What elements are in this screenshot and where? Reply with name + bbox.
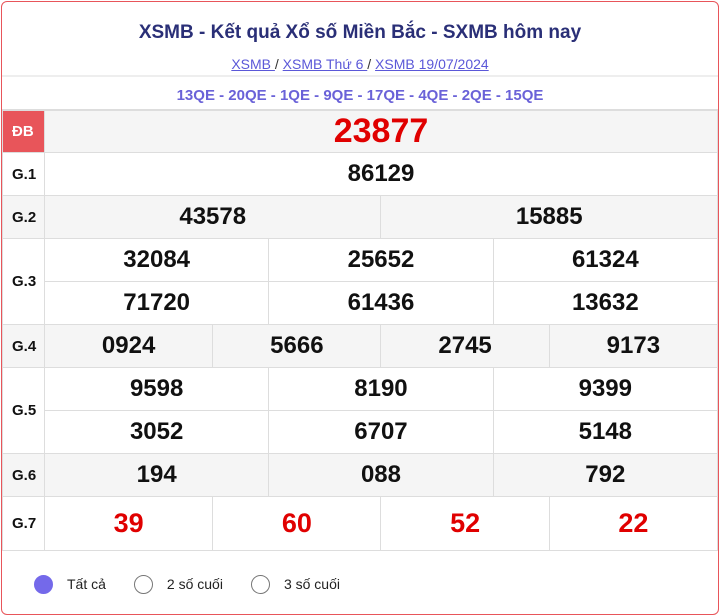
breadcrumb-date[interactable]: XSMB 19/07/2024 xyxy=(375,56,489,72)
filter-label: Tất cả xyxy=(67,576,106,592)
breadcrumb-xsmb[interactable]: XSMB xyxy=(231,56,275,72)
prize-number: 15885 xyxy=(380,195,718,239)
prize-number: 43578 xyxy=(43,195,382,239)
prize-number: 9173 xyxy=(548,324,718,368)
prize-number: 60 xyxy=(212,496,382,551)
prize-number: 61436 xyxy=(268,281,494,325)
page-title: XSMB - Kết quả Xổ số Miền Bắc - SXMB hôm… xyxy=(138,22,582,43)
prize-number: 9399 xyxy=(492,367,718,411)
prize-codes: 13QE - 20QE - 1QE - 9QE - 17QE - 4QE - 2… xyxy=(2,77,718,110)
row-g5: 3052 6707 5148 xyxy=(3,410,718,454)
prize-number: 71720 xyxy=(43,281,270,325)
header: XSMB - Kết quả Xổ số Miền Bắc - SXMB hôm… xyxy=(2,2,718,77)
filter-label: 2 số cuối xyxy=(166,576,223,592)
breadcrumb-separator: / xyxy=(367,56,372,72)
prize-number: 0924 xyxy=(43,324,214,368)
breadcrumb-xsmb-thu-6[interactable]: XSMB Thứ 6 xyxy=(282,56,368,72)
prize-label: G.7 xyxy=(2,496,45,551)
row-g5: G.5 9598 8190 9399 xyxy=(2,367,718,454)
display-filter: Tất cả 2 số cuối 3 số cuối xyxy=(2,551,718,614)
prize-number: 5666 xyxy=(212,324,382,368)
radio-icon[interactable] xyxy=(133,574,153,594)
prize-number: 194 xyxy=(43,453,270,497)
filter-label: 3 số cuối xyxy=(283,576,340,592)
row-db: ĐB 23877 xyxy=(2,110,718,153)
row-g1: G.1 86129 xyxy=(2,152,718,196)
prize-label: G.2 xyxy=(2,195,45,239)
prize-label: G.5 xyxy=(2,367,45,454)
prize-number: 86129 xyxy=(44,152,718,196)
breadcrumb: XSMB / XSMB Thứ 6 / XSMB 19/07/2024 xyxy=(2,56,718,72)
prize-label: G.6 xyxy=(2,453,45,497)
prize-number: 22 xyxy=(548,496,718,551)
prize-number: 6707 xyxy=(268,410,494,454)
prize-number: 13632 xyxy=(492,281,718,325)
prize-label: G.1 xyxy=(2,152,45,196)
prize-number: 32084 xyxy=(43,238,270,282)
results-table: ĐB 23877 G.1 86129 G.2 43578 15885 G.3 3… xyxy=(2,110,718,551)
filter-last-3[interactable]: 3 số cuối xyxy=(250,574,340,594)
row-g3: G.3 32084 25652 61324 xyxy=(2,238,718,325)
row-g3: 71720 61436 13632 xyxy=(3,281,718,325)
row-g2: G.2 43578 15885 xyxy=(2,195,718,239)
prize-label: G.3 xyxy=(2,238,45,325)
radio-selected-icon[interactable] xyxy=(34,574,53,594)
breadcrumb-separator: / xyxy=(274,56,279,72)
prize-number: 5148 xyxy=(492,410,718,454)
prize-number: 25652 xyxy=(268,238,494,282)
radio-icon[interactable] xyxy=(250,574,270,594)
prize-number: 39 xyxy=(43,496,214,551)
prize-label: G.4 xyxy=(2,324,45,368)
row-g6: G.6 194 088 792 xyxy=(2,453,718,497)
prize-label: ĐB xyxy=(2,110,45,153)
prize-number: 2745 xyxy=(380,324,550,368)
row-g4: G.4 0924 5666 2745 9173 xyxy=(2,324,718,368)
row-g7: G.7 39 60 52 22 xyxy=(2,496,718,551)
prize-number: 088 xyxy=(268,453,494,497)
prize-number: 52 xyxy=(380,496,550,551)
special-prize: 23877 xyxy=(44,110,718,153)
filter-last-2[interactable]: 2 số cuối xyxy=(133,574,223,594)
prize-number: 3052 xyxy=(43,410,270,454)
filter-all[interactable]: Tất cả xyxy=(34,574,106,594)
prize-number: 9598 xyxy=(43,367,270,411)
prize-number: 8190 xyxy=(268,367,494,411)
prize-number: 792 xyxy=(492,453,718,497)
prize-number: 61324 xyxy=(492,238,718,282)
